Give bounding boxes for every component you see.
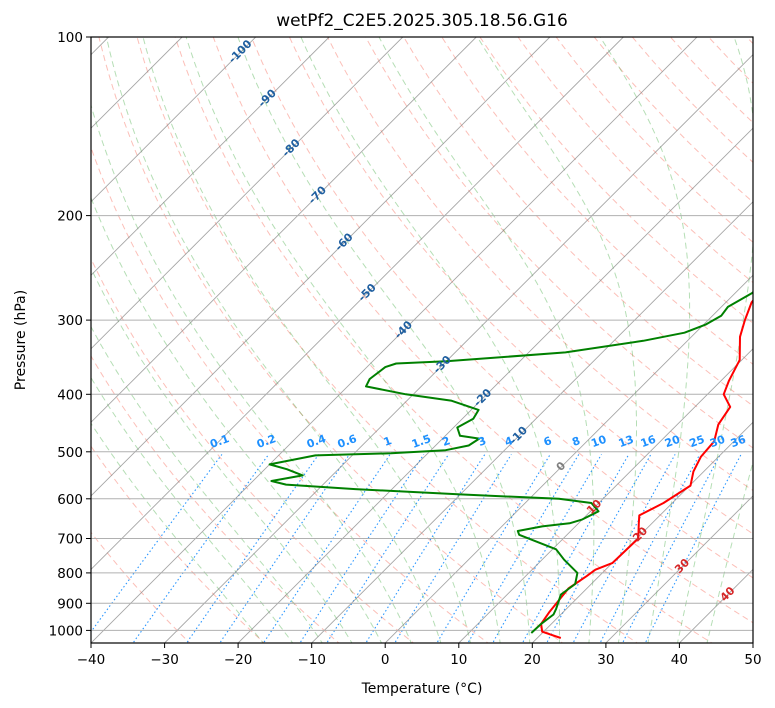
mixing-ratio-label: 4 [503, 434, 515, 449]
mixing-ratio-label: 6 [542, 434, 554, 449]
x-tick-label: −10 [297, 652, 326, 668]
mixing-ratio-label: 13 [617, 433, 636, 450]
mixing-ratio-label: 10 [589, 433, 608, 451]
dry-adiabat [327, 37, 753, 492]
x-tick-label: −20 [224, 652, 253, 668]
mixing-ratio-line [262, 454, 391, 643]
dewpoint-line [268, 290, 753, 634]
y-tick-label: 200 [57, 209, 83, 225]
mixing-ratio-line [394, 454, 512, 643]
axes: −40 −30 −20 −10 0 10 20 30 40 5010020030040050060… [49, 30, 762, 668]
isotherm-line [311, 201, 753, 643]
isotherm-line [458, 348, 753, 643]
x-tick-label: 20 [524, 652, 541, 668]
mixing-ratio-label: 25 [688, 433, 707, 450]
mixing-ratio-label: 30 [708, 433, 727, 451]
dry-adiabat [403, 37, 753, 407]
y-tick-label: 300 [57, 313, 83, 329]
moist-adiabat [91, 103, 412, 643]
y-tick-label: 700 [57, 532, 83, 548]
x-tick-label: −30 [150, 652, 179, 668]
y-tick-label: 800 [57, 566, 83, 582]
mixing-ratio-label: 20 [663, 433, 682, 451]
mixing-ratio-line [299, 454, 425, 643]
y-axis-label: Pressure (hPa) [13, 290, 29, 390]
isotherm-line [605, 495, 753, 643]
mixing-ratio-label: 0.6 [336, 432, 359, 451]
y-tick-label: 100 [57, 30, 83, 46]
x-axis-label: Temperature (°C) [361, 681, 483, 697]
y-tick-label: 600 [57, 492, 83, 508]
mixing-ratio-line [185, 454, 320, 643]
y-tick-label: 500 [57, 445, 83, 461]
isotherm-line [91, 37, 257, 203]
dry-adiabat [250, 37, 753, 579]
dry-adiabat [479, 37, 753, 324]
x-tick-label: 0 [381, 652, 390, 668]
mixing-ratio-label: 0.2 [255, 432, 278, 451]
temperature-line [540, 299, 753, 639]
y-tick-label: 1000 [49, 623, 83, 639]
dry-adiabat [288, 37, 753, 535]
isotherm-line [91, 37, 551, 497]
isotherm-line [91, 37, 330, 276]
dry-adiabat [91, 257, 415, 643]
mixing-ratio-line [572, 454, 676, 643]
mixing-ratio-label: 0.1 [208, 432, 231, 451]
mixing-ratio-label: 3 [476, 434, 488, 449]
x-tick-label: 30 [597, 652, 614, 668]
mixing-ratio-label: 1.5 [410, 432, 433, 451]
moist-adiabat [91, 196, 383, 643]
x-tick-label: 10 [450, 652, 467, 668]
plot-frame [90, 36, 754, 644]
gridlines [91, 37, 753, 643]
x-tick-label: 50 [744, 652, 761, 668]
mixing-ratio-label: 2 [440, 434, 452, 449]
mixing-ratio-label: 16 [639, 433, 658, 451]
dry-adiabat [441, 37, 753, 365]
mixing-ratio-line [219, 454, 350, 643]
mixing-ratio-label: 36 [729, 433, 748, 451]
chart-title: wetPf2_C2E5.2025.305.18.56.G16 [276, 11, 568, 31]
mixing-ratio-label: 0.4 [305, 432, 328, 451]
isotherm-line [91, 37, 624, 571]
mixing-ratio-line [326, 454, 450, 643]
mixing-ratio-line [132, 454, 270, 643]
mixing-ratio-line [365, 454, 486, 643]
isotherm-line [384, 274, 753, 643]
y-tick-label: 900 [57, 596, 83, 612]
mixing-ratio-label: 8 [570, 434, 582, 449]
isotherm-line [91, 37, 698, 643]
y-tick-label: 400 [57, 387, 83, 403]
mixing-ratio-line [546, 454, 652, 643]
isotherm-line [91, 37, 477, 423]
isotherm-line [237, 127, 753, 643]
mixing-ratio-line [91, 454, 223, 633]
mixing-ratio-label: 1 [382, 434, 394, 449]
mixing-ratio-line [644, 454, 742, 643]
sounding-lines [268, 290, 753, 639]
x-tick-label: 40 [671, 652, 688, 668]
x-tick-label: −40 [77, 652, 106, 668]
isotherm-line [164, 53, 753, 643]
isotherm-line [91, 37, 404, 350]
